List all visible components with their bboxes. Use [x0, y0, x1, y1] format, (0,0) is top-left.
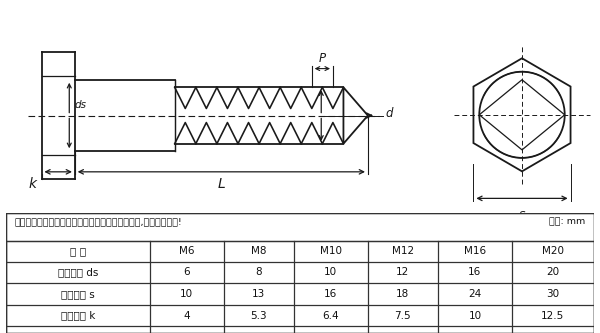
Text: 8: 8 — [256, 267, 262, 277]
Text: 16: 16 — [324, 289, 337, 299]
Text: 12: 12 — [396, 267, 410, 277]
Text: 10: 10 — [469, 311, 481, 321]
Text: P: P — [319, 52, 326, 65]
Text: 以下为单批测量数据，可能稍有误差，以实际为准,介意者请慎拍!: 以下为单批测量数据，可能稍有误差，以实际为准,介意者请慎拍! — [15, 217, 182, 227]
Text: M16: M16 — [464, 246, 486, 256]
Text: 18: 18 — [396, 289, 410, 299]
Text: 5.3: 5.3 — [251, 311, 267, 321]
Text: 16: 16 — [469, 267, 482, 277]
Text: 头部对边 s: 头部对边 s — [61, 289, 95, 299]
Text: 7.5: 7.5 — [395, 311, 411, 321]
Text: 12.5: 12.5 — [541, 311, 565, 321]
Text: 6: 6 — [184, 267, 190, 277]
Text: M12: M12 — [392, 246, 414, 256]
Text: 规 格: 规 格 — [70, 246, 86, 256]
Text: 24: 24 — [469, 289, 482, 299]
Text: 20: 20 — [546, 267, 559, 277]
Text: ds: ds — [74, 100, 86, 110]
Text: 13: 13 — [252, 289, 265, 299]
Text: M6: M6 — [179, 246, 194, 256]
Text: 30: 30 — [546, 289, 559, 299]
Text: M10: M10 — [320, 246, 342, 256]
Text: 头部厚度 k: 头部厚度 k — [61, 311, 95, 321]
Text: 4: 4 — [184, 311, 190, 321]
Text: 10: 10 — [180, 289, 193, 299]
Text: k: k — [28, 177, 36, 191]
Text: 10: 10 — [325, 267, 337, 277]
Text: s: s — [519, 208, 525, 221]
Text: M20: M20 — [542, 246, 564, 256]
Text: L: L — [217, 177, 225, 191]
Text: 6.4: 6.4 — [323, 311, 339, 321]
Text: 单位: mm: 单位: mm — [549, 217, 585, 227]
Text: d: d — [386, 107, 393, 120]
Text: M8: M8 — [251, 246, 266, 256]
Text: 螺杆直径 ds: 螺杆直径 ds — [58, 267, 98, 277]
